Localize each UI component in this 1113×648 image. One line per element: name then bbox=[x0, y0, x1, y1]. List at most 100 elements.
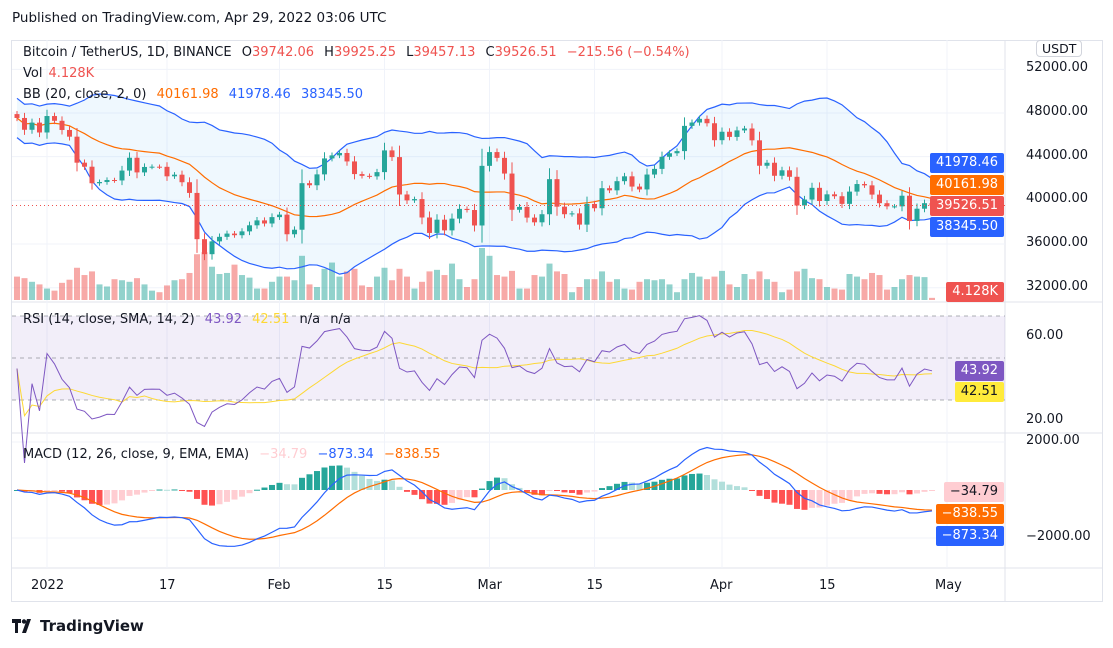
candle-body bbox=[329, 155, 335, 159]
published-caption: Published on TradingView.com, Apr 29, 20… bbox=[12, 10, 387, 26]
candle-body bbox=[502, 157, 507, 174]
macd-tick-label: −2000.00 bbox=[1026, 529, 1091, 544]
volume-bar bbox=[224, 272, 230, 300]
rsi-badge: 43.92 bbox=[954, 361, 1004, 381]
macd-histogram-bar bbox=[351, 471, 358, 490]
symbol-title[interactable]: Bitcoin / TetherUS, 1D, BINANCE bbox=[23, 45, 232, 60]
volume-bar bbox=[419, 281, 425, 300]
candle-body bbox=[787, 170, 792, 177]
volume-bar bbox=[614, 279, 620, 300]
volume-bar bbox=[284, 276, 290, 300]
macd-histogram-bar bbox=[149, 490, 155, 491]
currency-button[interactable]: USDT bbox=[1036, 40, 1083, 57]
candle-body bbox=[119, 170, 125, 181]
candle-body bbox=[667, 153, 672, 157]
x-tick-label: Feb bbox=[267, 578, 291, 593]
volume-bar bbox=[411, 288, 418, 300]
volume-bar bbox=[216, 274, 223, 300]
macd-histogram-bar bbox=[284, 484, 290, 490]
candle-body bbox=[907, 195, 912, 221]
macd-line bbox=[16, 446, 933, 547]
volume-bar bbox=[276, 276, 283, 300]
macd-histogram-bar bbox=[816, 490, 823, 508]
volume-bar bbox=[164, 285, 170, 300]
macd-histogram-bar bbox=[861, 490, 868, 494]
volume-bar bbox=[501, 276, 508, 300]
candle-body bbox=[719, 131, 725, 141]
macd-histogram-bar bbox=[441, 490, 448, 505]
x-tick-label: May bbox=[935, 578, 962, 593]
candle-body bbox=[277, 214, 282, 218]
volume-bar bbox=[576, 287, 583, 300]
macd-histogram-bar bbox=[501, 478, 508, 490]
rsi-sma-value: 42.51 bbox=[252, 312, 290, 327]
price-tick-label: 44000.00 bbox=[1026, 147, 1089, 163]
candle-body bbox=[622, 176, 627, 182]
rsi-na-1: n/a bbox=[299, 312, 321, 327]
volume-bar bbox=[831, 288, 838, 300]
macd-histogram-bar bbox=[216, 490, 223, 505]
candle-body bbox=[239, 231, 245, 236]
macd-histogram-bar bbox=[456, 490, 463, 500]
candle-body bbox=[562, 206, 567, 215]
macd-histogram-bar bbox=[359, 475, 365, 490]
candle-body bbox=[82, 162, 87, 167]
high-value: 39925.25 bbox=[333, 45, 396, 60]
macd-histogram-bar bbox=[809, 490, 815, 508]
logo-text: TradingView bbox=[40, 617, 144, 635]
tradingview-logo[interactable]: TradingView bbox=[12, 617, 144, 635]
candle-body bbox=[682, 125, 687, 152]
macd-value: −873.34 bbox=[317, 447, 374, 462]
macd-histogram-bar bbox=[854, 490, 860, 497]
volume-bar bbox=[591, 279, 598, 300]
candle-body bbox=[847, 191, 852, 204]
candle-body bbox=[404, 194, 410, 201]
candle-body bbox=[232, 233, 237, 236]
volume-bar bbox=[929, 297, 935, 300]
volume-bar bbox=[531, 275, 538, 300]
macd-histogram-bar bbox=[164, 489, 170, 491]
volume-bar bbox=[696, 276, 703, 300]
candle-body bbox=[29, 122, 35, 130]
macd-histogram-bar bbox=[171, 489, 178, 491]
macd-histogram-bar bbox=[209, 490, 215, 506]
macd-histogram-bar bbox=[741, 487, 748, 490]
candle-body bbox=[532, 217, 537, 223]
volume-bar bbox=[809, 278, 815, 300]
volume-bar bbox=[869, 272, 875, 300]
macd-histogram-bar bbox=[876, 490, 883, 494]
candle-body bbox=[112, 180, 117, 182]
bb-upper-line bbox=[16, 93, 933, 180]
volume-bar bbox=[681, 279, 688, 300]
volume-bar bbox=[209, 266, 215, 300]
candle-body bbox=[854, 184, 860, 192]
last-price-badge: 39526.51 bbox=[929, 196, 1004, 216]
macd-tick-label: 2000.00 bbox=[1026, 433, 1080, 448]
macd-histogram-bar bbox=[674, 478, 680, 490]
macd-histogram-bar bbox=[846, 490, 853, 500]
volume-bar bbox=[651, 280, 658, 300]
rsi-label[interactable]: RSI (14, close, SMA, 14, 2) bbox=[23, 312, 195, 327]
candle-body bbox=[832, 194, 837, 197]
macd-histogram-bar bbox=[74, 490, 80, 498]
price-tick-label: 36000.00 bbox=[1026, 235, 1089, 251]
volume-bar bbox=[59, 282, 65, 300]
macd-label[interactable]: MACD (12, 26, close, 9, EMA, EMA) bbox=[23, 447, 250, 462]
macd-histogram-bar bbox=[96, 490, 103, 505]
candle-body bbox=[517, 206, 522, 210]
volume-bar bbox=[471, 279, 478, 300]
volume-label[interactable]: Vol bbox=[23, 66, 43, 81]
candle-body bbox=[479, 165, 485, 226]
candle-body bbox=[149, 166, 155, 168]
candle-body bbox=[742, 128, 747, 131]
volume-bar bbox=[351, 268, 358, 300]
macd-histogram-bar bbox=[839, 490, 845, 503]
candle-body bbox=[749, 128, 755, 141]
bb-label[interactable]: BB (20, close, 2, 0) bbox=[23, 87, 147, 102]
volume-bar bbox=[861, 279, 868, 300]
candle-body bbox=[367, 175, 372, 177]
volume-bar bbox=[261, 288, 268, 300]
volume-bar bbox=[89, 271, 95, 300]
